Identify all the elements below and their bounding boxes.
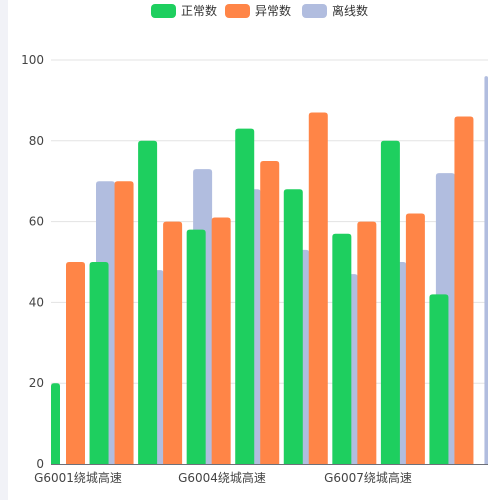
bar-abnormal[interactable] (454, 116, 474, 464)
legend-swatch (302, 4, 327, 18)
legend-item-abnormal[interactable]: 异常数 (225, 3, 291, 18)
bar-abnormal[interactable] (114, 181, 134, 464)
legend-item-normal[interactable]: 正常数 (151, 3, 217, 18)
x-tick-label: G6007绕城高速 (324, 470, 412, 485)
legend-label: 离线数 (332, 3, 368, 18)
y-tick-label: 100 (21, 53, 44, 67)
bar-abnormal[interactable] (211, 217, 231, 464)
bar-normal[interactable] (89, 262, 109, 464)
legend-item-offline[interactable]: 离线数 (302, 3, 368, 18)
legend-swatch (151, 4, 176, 18)
y-tick-label: 40 (29, 295, 44, 309)
bars (51, 76, 488, 465)
legend-label: 正常数 (181, 3, 217, 18)
bar-abnormal[interactable] (66, 262, 85, 464)
y-tick-label: 80 (29, 134, 44, 148)
x-tick-label: G6004绕城高速 (178, 470, 266, 485)
bar-normal[interactable] (380, 140, 400, 465)
y-axis-tick-labels: 0 20 40 60 80 100 (21, 53, 44, 471)
bar-normal[interactable] (186, 229, 206, 464)
bar-abnormal[interactable] (357, 221, 377, 464)
bar-abnormal[interactable] (308, 112, 328, 465)
bar-normal[interactable] (138, 140, 158, 465)
left-panel-edge (0, 0, 8, 500)
x-tick-label: G6001绕城高速 (34, 470, 122, 485)
bar-abnormal[interactable] (260, 161, 280, 464)
bar-normal[interactable] (51, 383, 60, 464)
y-tick-label: 60 (29, 215, 44, 229)
bar-normal[interactable] (332, 233, 352, 464)
bar-offline[interactable] (484, 76, 488, 464)
bar-normal[interactable] (429, 294, 449, 464)
legend[interactable]: 正常数 异常数 离线数 (151, 3, 368, 18)
bar-normal[interactable] (283, 189, 303, 464)
legend-label: 异常数 (255, 3, 291, 18)
y-tick-label: 0 (36, 457, 44, 471)
y-tick-label: 20 (29, 376, 44, 390)
legend-swatch (225, 4, 250, 18)
x-axis: G6001绕城高速 G6004绕城高速 G6007绕城高速 (34, 464, 488, 485)
bar-abnormal[interactable] (163, 221, 183, 464)
bar-abnormal[interactable] (405, 213, 425, 464)
bar-normal[interactable] (235, 128, 255, 464)
